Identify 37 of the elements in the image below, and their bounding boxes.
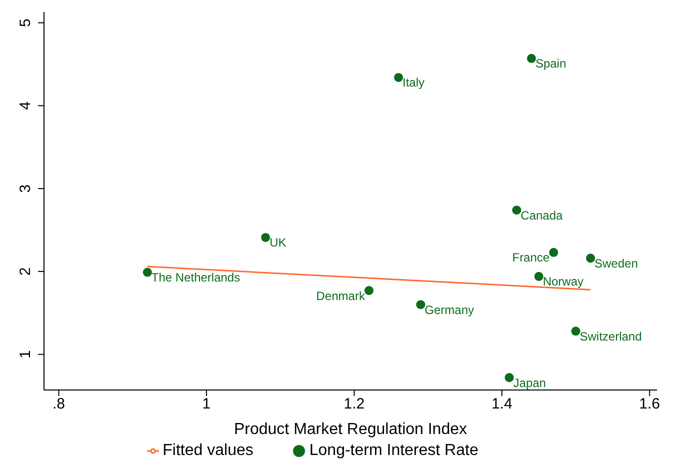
point — [526, 54, 536, 63]
x-tick-label: 1.2 — [344, 396, 365, 413]
point — [394, 72, 404, 82]
annotation: Canada — [520, 208, 564, 222]
x-tick-label: .8 — [52, 396, 66, 413]
x-tick-label: 1.6 — [639, 396, 660, 413]
y-tick-label: 4 — [17, 102, 34, 110]
x-tick-label: 1 — [202, 396, 211, 413]
point — [142, 268, 152, 277]
y-tick-label: 2 — [17, 267, 34, 276]
point — [364, 286, 374, 296]
annotation: Switzerland — [580, 329, 642, 344]
y-tick-label: 5 — [17, 18, 34, 27]
point — [586, 254, 596, 263]
legend-label: Fitted values — [162, 442, 254, 459]
point — [261, 232, 270, 242]
point — [416, 300, 426, 310]
y-tick-label: 3 — [17, 184, 34, 193]
point — [534, 272, 544, 281]
annotation: The Netherlands — [151, 270, 240, 285]
annotation: Italy — [402, 76, 425, 90]
annotation: Sweden — [594, 256, 638, 270]
legend-label: Long-term Interest Rate — [309, 442, 478, 459]
y-tick-label: 1 — [17, 350, 34, 359]
x-axis-title: Product Market Regulation Index — [234, 421, 468, 438]
annotation: Norway — [542, 274, 584, 289]
point — [571, 326, 580, 336]
annotation: Denmark — [316, 288, 366, 303]
annotation: Germany — [424, 302, 474, 317]
annotation: Japan — [513, 376, 546, 390]
annotation: France — [512, 250, 550, 265]
annotation: Spain — [535, 56, 566, 71]
point — [549, 248, 558, 257]
annotation: UK — [270, 236, 286, 250]
point — [504, 373, 514, 382]
point — [512, 206, 522, 215]
x-tick-label: 1.4 — [491, 396, 512, 413]
